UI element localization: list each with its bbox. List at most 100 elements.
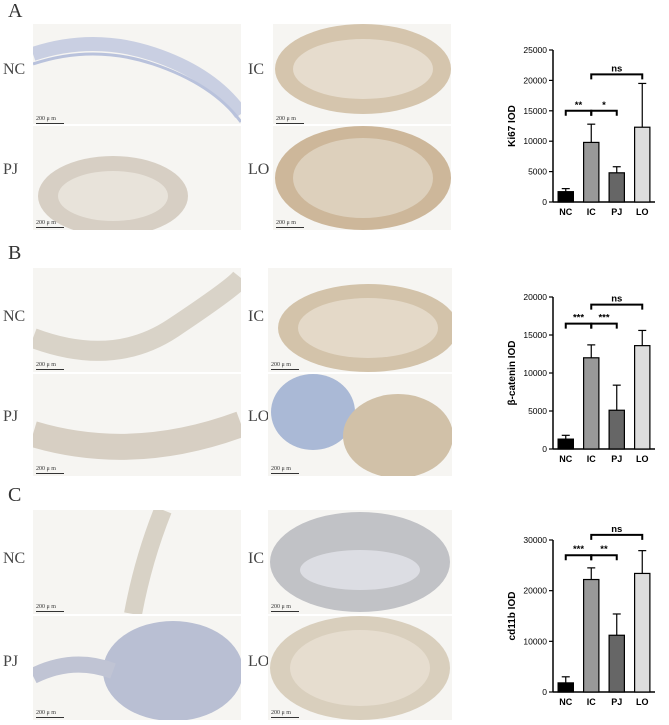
x-tick-label: PJ: [611, 697, 622, 707]
label-ic-c: IC: [248, 550, 264, 567]
y-tick-label: 5000: [528, 167, 547, 177]
micrograph-nc-b: [33, 268, 241, 372]
label-ic-a: IC: [248, 61, 264, 78]
significance-bracket: [564, 109, 593, 116]
label-ic-b: IC: [248, 308, 264, 325]
scalebar-ic-a: 200 μ m: [276, 116, 304, 124]
chart-cd11b: 0 10000 20000 30000 cd11b IOD NC IC PJ LO *** ** ns: [505, 524, 665, 720]
scalebar-lo-b: 200 μ m: [271, 466, 299, 474]
significance-label: **: [575, 100, 583, 111]
micrograph-pj-b: [33, 374, 241, 476]
x-tick-label: NC: [559, 454, 572, 464]
bar-pj: [608, 634, 625, 693]
label-pj-c: PJ: [3, 653, 19, 670]
panel-letter-c: C: [8, 484, 22, 506]
scalebar-nc-c: 200 μ m: [36, 604, 64, 612]
y-tick-label: 0: [542, 687, 547, 697]
significance-bracket: [564, 554, 593, 561]
bar-pj: [608, 172, 625, 203]
label-lo-b: LO: [248, 408, 270, 425]
significance-label: **: [600, 544, 608, 555]
y-tick-label: 10000: [523, 136, 547, 146]
y-tick-label: 0: [542, 444, 547, 454]
y-tick-label: 30000: [523, 535, 547, 545]
significance-label: ns: [611, 294, 622, 305]
significance-label: ***: [573, 544, 584, 555]
significance-label: ns: [611, 524, 622, 535]
label-lo-a: LO: [248, 161, 270, 178]
x-tick-label: PJ: [611, 454, 622, 464]
bar-pj: [608, 409, 625, 450]
scalebar-ic-b: 200 μ m: [271, 362, 299, 370]
x-tick-label: IC: [587, 207, 597, 217]
micrograph-ic-c: [268, 510, 452, 614]
x-tick-label: NC: [559, 697, 572, 707]
bar-nc: [557, 191, 574, 203]
y-axis-label: β-catenin IOD: [507, 341, 518, 406]
micrograph-nc-c: [33, 510, 241, 614]
significance-bracket: [590, 303, 644, 310]
scalebar-pj-a: 200 μ m: [36, 220, 64, 228]
scalebar-lo-a: 200 μ m: [276, 220, 304, 228]
x-tick-label: LO: [636, 454, 649, 464]
label-lo-c: LO: [248, 653, 270, 670]
y-axis-label: cd11b IOD: [507, 592, 518, 641]
chart-beta-catenin: 0 5000 10000 15000 20000 β-catenin IOD NC IC PJ L…: [505, 287, 665, 477]
bar-ic: [582, 141, 600, 203]
bar-lo: [634, 572, 651, 693]
x-tick-label: NC: [559, 207, 572, 217]
y-tick-label: 0: [542, 197, 547, 207]
scalebar-ic-c: 200 μ m: [271, 604, 299, 612]
panel-letter-a: A: [8, 0, 23, 22]
micrograph-ic-a: [273, 24, 451, 124]
scalebar-nc-a: 200 μ m: [36, 116, 64, 124]
significance-label: ns: [611, 63, 622, 74]
significance-bracket: [590, 554, 618, 561]
significance-bracket: [590, 73, 644, 80]
bar-ic: [582, 357, 600, 450]
y-tick-label: 15000: [523, 330, 547, 340]
significance-label: *: [602, 100, 606, 111]
micrograph-lo-c: [268, 616, 452, 720]
significance-bracket: [590, 533, 644, 540]
label-pj-a: PJ: [3, 161, 19, 178]
bar-lo: [634, 345, 651, 450]
y-tick-label: 20000: [523, 586, 547, 596]
x-tick-label: PJ: [611, 207, 622, 217]
label-nc-c: NC: [3, 550, 26, 567]
significance-bracket: [564, 322, 593, 329]
panel-letter-b: B: [8, 242, 22, 264]
bar-nc: [557, 682, 574, 693]
micrograph-pj-a: [33, 126, 241, 230]
micrograph-lo-b: [268, 374, 452, 476]
label-nc-b: NC: [3, 308, 26, 325]
micrograph-ic-b: [268, 268, 452, 372]
significance-label: ***: [598, 313, 609, 324]
bar-ic: [582, 578, 600, 693]
y-tick-label: 20000: [523, 75, 547, 85]
bar-lo: [634, 126, 651, 203]
bar-nc: [557, 438, 574, 450]
scalebar-lo-c: 200 μ m: [271, 710, 299, 718]
scalebar-nc-b: 200 μ m: [36, 362, 64, 370]
y-tick-label: 10000: [523, 368, 547, 378]
scalebar-pj-c: 200 μ m: [36, 710, 64, 718]
y-axis-label: Ki67 IOD: [507, 105, 518, 147]
label-pj-b: PJ: [3, 408, 19, 425]
label-nc-a: NC: [3, 61, 26, 78]
significance-label: ***: [573, 313, 584, 324]
micrograph-nc-a: [33, 24, 241, 124]
y-tick-label: 10000: [523, 636, 547, 646]
y-tick-label: 20000: [523, 292, 547, 302]
significance-bracket: [590, 322, 618, 329]
y-tick-label: 5000: [528, 406, 547, 416]
micrograph-pj-c: [33, 616, 241, 720]
micrograph-lo-a: [273, 126, 451, 230]
y-tick-label: 25000: [523, 45, 547, 55]
x-tick-label: IC: [587, 454, 597, 464]
significance-bracket: [590, 109, 618, 116]
x-tick-label: IC: [587, 697, 597, 707]
x-tick-label: LO: [636, 207, 649, 217]
x-tick-label: LO: [636, 697, 649, 707]
chart-ki67: 0 5000 10000 15000 20000 25000 Ki67 IOD NC IC PJ L…: [505, 40, 665, 230]
